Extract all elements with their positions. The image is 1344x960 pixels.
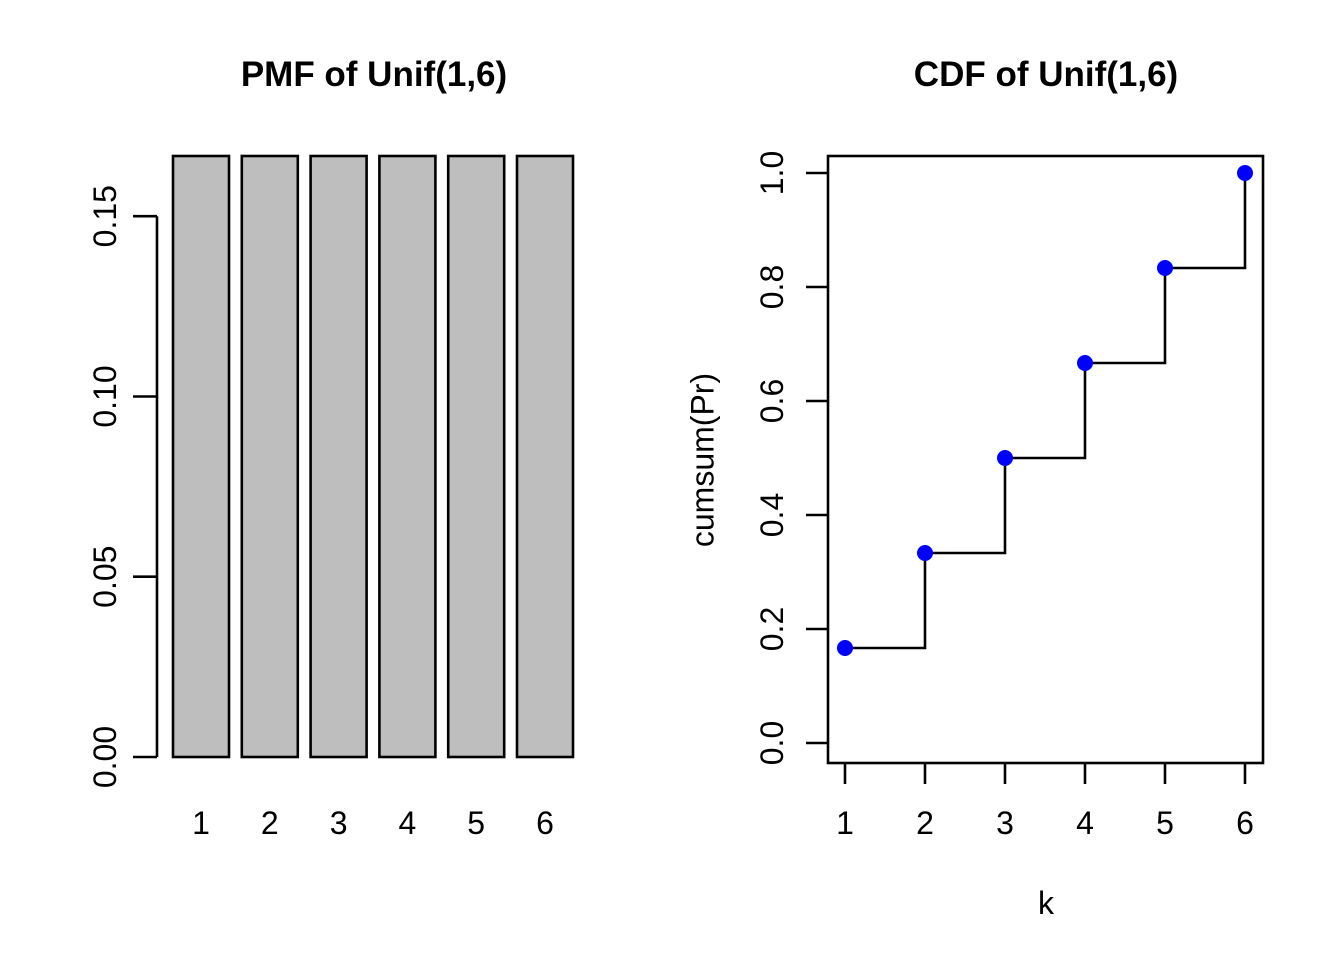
pmf-bar <box>378 154 437 759</box>
cdf-x-tick-label: 4 <box>1076 805 1094 841</box>
pmf-bar <box>309 154 368 759</box>
cdf-point <box>837 640 853 656</box>
cdf-x-tick-label: 6 <box>1236 805 1254 841</box>
cdf-y-tick-label: 1.0 <box>754 151 790 195</box>
cdf-y-tick-label: 0.0 <box>754 721 790 765</box>
pmf-x-tick-label: 5 <box>467 805 485 841</box>
pmf-bar <box>446 154 506 759</box>
cdf-title: CDF of Unif(1,6) <box>913 55 1179 94</box>
cdf-point <box>1077 355 1093 371</box>
pmf-x-tick-label: 1 <box>192 805 210 841</box>
cdf-plot-box <box>826 154 1265 765</box>
pmf-x-tick-label: 4 <box>399 805 417 841</box>
cdf-x-tick-label: 2 <box>916 805 934 841</box>
cdf-x-tick-label: 3 <box>996 805 1014 841</box>
pmf-x-tick-label: 6 <box>536 805 554 841</box>
cdf-x-tick-label: 5 <box>1156 805 1174 841</box>
cdf-y-tick-label: 0.2 <box>754 607 790 651</box>
cdf-y-tick-label: 0.4 <box>754 493 790 537</box>
cdf-y-tick-label: 0.8 <box>754 265 790 309</box>
pmf-y-tick-label: 0.10 <box>87 365 123 427</box>
cdf-y-tick-label: 0.6 <box>754 379 790 423</box>
cdf-x-axis-label: k <box>1038 885 1054 921</box>
cdf-y-axis-label: cumsum(Pr) <box>684 372 721 548</box>
cdf-step-line <box>845 173 1247 650</box>
pmf-x-tick-label: 2 <box>261 805 279 841</box>
cdf-point <box>997 450 1013 466</box>
pmf-y-tick-label: 0.15 <box>87 185 123 247</box>
pmf-bar <box>240 154 300 759</box>
pmf-title: PMF of Unif(1,6) <box>240 55 508 94</box>
pmf-y-tick-label: 0.00 <box>87 726 123 788</box>
pmf-y-tick-label: 0.05 <box>87 546 123 608</box>
cdf-point <box>917 545 933 561</box>
cdf-point <box>1157 260 1173 276</box>
cdf-x-tick-label: 1 <box>836 805 854 841</box>
pmf-bar <box>515 154 575 759</box>
cdf-point <box>1237 165 1253 181</box>
pmf-bar <box>171 154 231 759</box>
pmf-x-tick-label: 3 <box>330 805 348 841</box>
